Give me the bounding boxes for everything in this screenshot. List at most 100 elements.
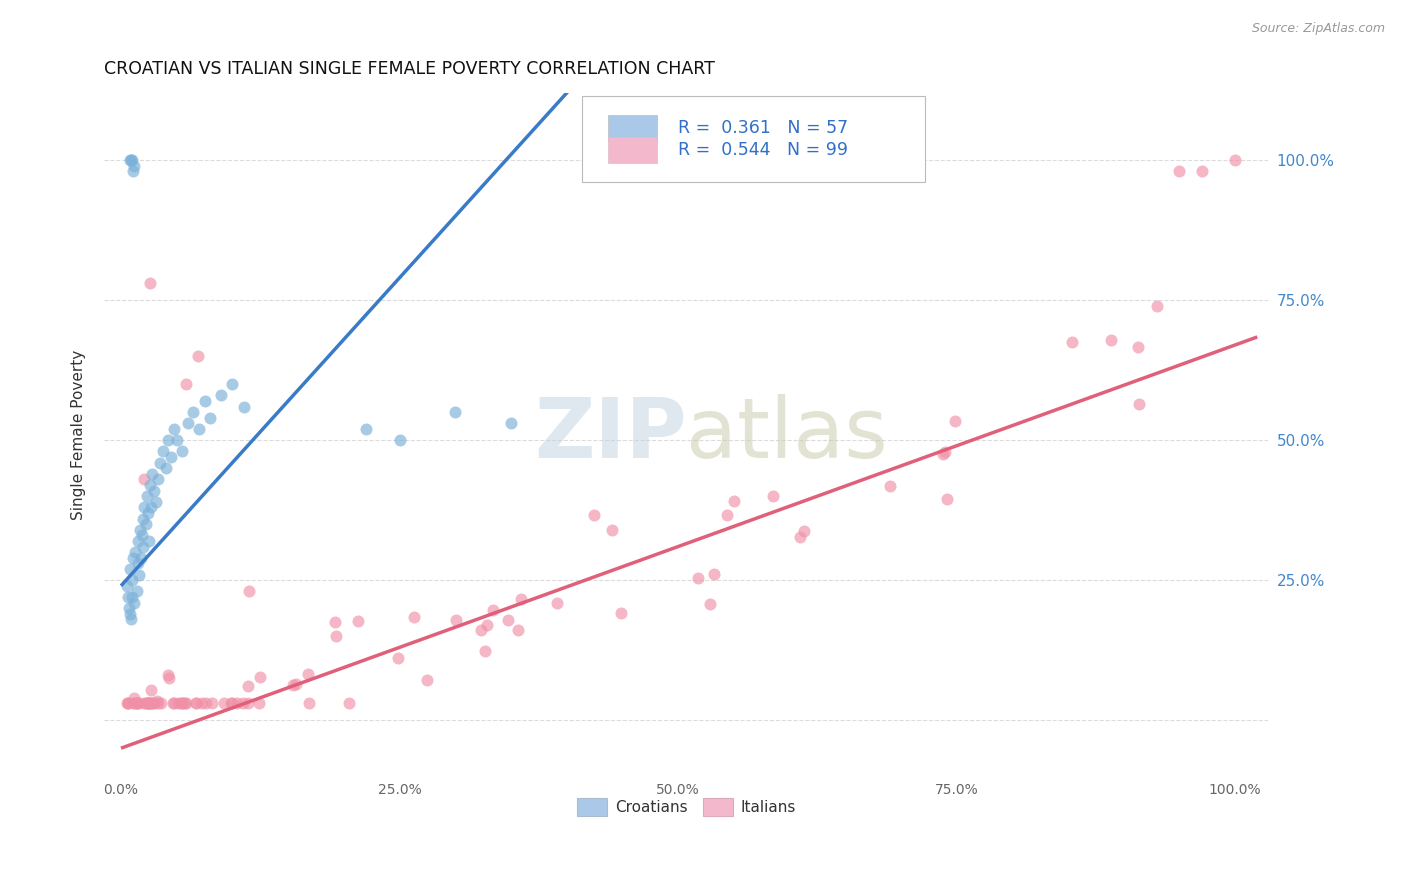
Point bbox=[936, 491, 959, 506]
Point bbox=[132, 472, 155, 486]
Point bbox=[150, 697, 173, 711]
Point bbox=[136, 697, 159, 711]
Point bbox=[149, 456, 172, 470]
Point bbox=[138, 697, 160, 711]
Point bbox=[198, 410, 221, 425]
Point bbox=[298, 697, 321, 711]
Point bbox=[186, 697, 208, 711]
Point bbox=[138, 697, 160, 711]
Point bbox=[146, 694, 169, 708]
Point bbox=[122, 691, 145, 706]
Text: R =  0.361   N = 57: R = 0.361 N = 57 bbox=[678, 119, 848, 136]
Point bbox=[115, 579, 138, 593]
Point bbox=[297, 666, 319, 681]
Point bbox=[238, 679, 260, 693]
Point bbox=[943, 414, 966, 428]
Point bbox=[139, 500, 162, 515]
Point bbox=[762, 489, 785, 503]
Point bbox=[125, 697, 148, 711]
Point bbox=[117, 697, 139, 711]
Point bbox=[174, 697, 197, 711]
Point bbox=[160, 450, 183, 464]
Point bbox=[141, 683, 163, 698]
Point bbox=[188, 422, 211, 436]
Point bbox=[879, 479, 901, 493]
Point bbox=[129, 550, 152, 565]
Point bbox=[156, 434, 179, 448]
Point bbox=[169, 697, 191, 711]
Point bbox=[446, 614, 468, 628]
Point bbox=[723, 493, 745, 508]
Point bbox=[132, 540, 155, 554]
Point bbox=[127, 557, 149, 571]
Point bbox=[148, 697, 170, 711]
Point bbox=[247, 697, 270, 711]
Point bbox=[482, 603, 505, 617]
Point bbox=[173, 697, 195, 711]
Point bbox=[193, 394, 215, 409]
Point bbox=[117, 697, 139, 711]
Point bbox=[934, 444, 956, 458]
Point bbox=[139, 697, 162, 711]
Point bbox=[201, 697, 224, 711]
Point bbox=[325, 629, 347, 643]
Point bbox=[1062, 335, 1084, 350]
Point bbox=[142, 697, 165, 711]
Point bbox=[134, 697, 156, 711]
Y-axis label: Single Female Poverty: Single Female Poverty bbox=[72, 350, 86, 520]
Point bbox=[134, 517, 156, 532]
Point bbox=[496, 613, 519, 627]
Point bbox=[134, 500, 156, 515]
Point bbox=[132, 511, 155, 525]
Legend: Croatians, Italians: Croatians, Italians bbox=[569, 790, 804, 823]
Point bbox=[703, 566, 725, 581]
Point bbox=[610, 606, 633, 620]
Point bbox=[583, 508, 606, 523]
Point bbox=[236, 697, 259, 711]
Point bbox=[122, 550, 145, 565]
Point bbox=[221, 697, 243, 711]
Point bbox=[135, 697, 157, 711]
Point bbox=[143, 483, 166, 498]
Point bbox=[141, 467, 163, 481]
Point bbox=[145, 495, 167, 509]
Point bbox=[131, 528, 153, 542]
Point bbox=[346, 614, 368, 628]
Point bbox=[1168, 164, 1191, 178]
Point bbox=[163, 697, 186, 711]
Point bbox=[174, 377, 197, 392]
Point bbox=[121, 153, 143, 168]
Point bbox=[177, 417, 200, 431]
Point bbox=[249, 670, 271, 684]
Point bbox=[510, 592, 533, 607]
Point bbox=[128, 697, 150, 711]
Point bbox=[134, 697, 156, 711]
Point bbox=[337, 697, 360, 711]
FancyBboxPatch shape bbox=[609, 115, 657, 141]
Point bbox=[546, 596, 568, 610]
Point bbox=[125, 697, 148, 711]
Point bbox=[118, 601, 141, 615]
Point bbox=[212, 697, 235, 711]
Point bbox=[699, 597, 721, 611]
Point bbox=[142, 697, 165, 711]
Point bbox=[219, 697, 242, 711]
Point bbox=[226, 697, 249, 711]
Point bbox=[162, 697, 184, 711]
Point bbox=[157, 671, 180, 685]
Point bbox=[470, 623, 492, 637]
Point bbox=[232, 697, 254, 711]
Point bbox=[232, 400, 254, 414]
Point bbox=[166, 434, 188, 448]
Point bbox=[284, 677, 307, 691]
Point bbox=[124, 697, 146, 711]
Point bbox=[122, 697, 145, 711]
Point bbox=[1146, 299, 1168, 313]
Point bbox=[1128, 340, 1150, 354]
Point bbox=[122, 164, 145, 178]
Point bbox=[195, 697, 218, 711]
Point bbox=[167, 697, 190, 711]
Point bbox=[404, 610, 426, 624]
Text: atlas: atlas bbox=[686, 394, 889, 475]
Point bbox=[354, 422, 377, 436]
